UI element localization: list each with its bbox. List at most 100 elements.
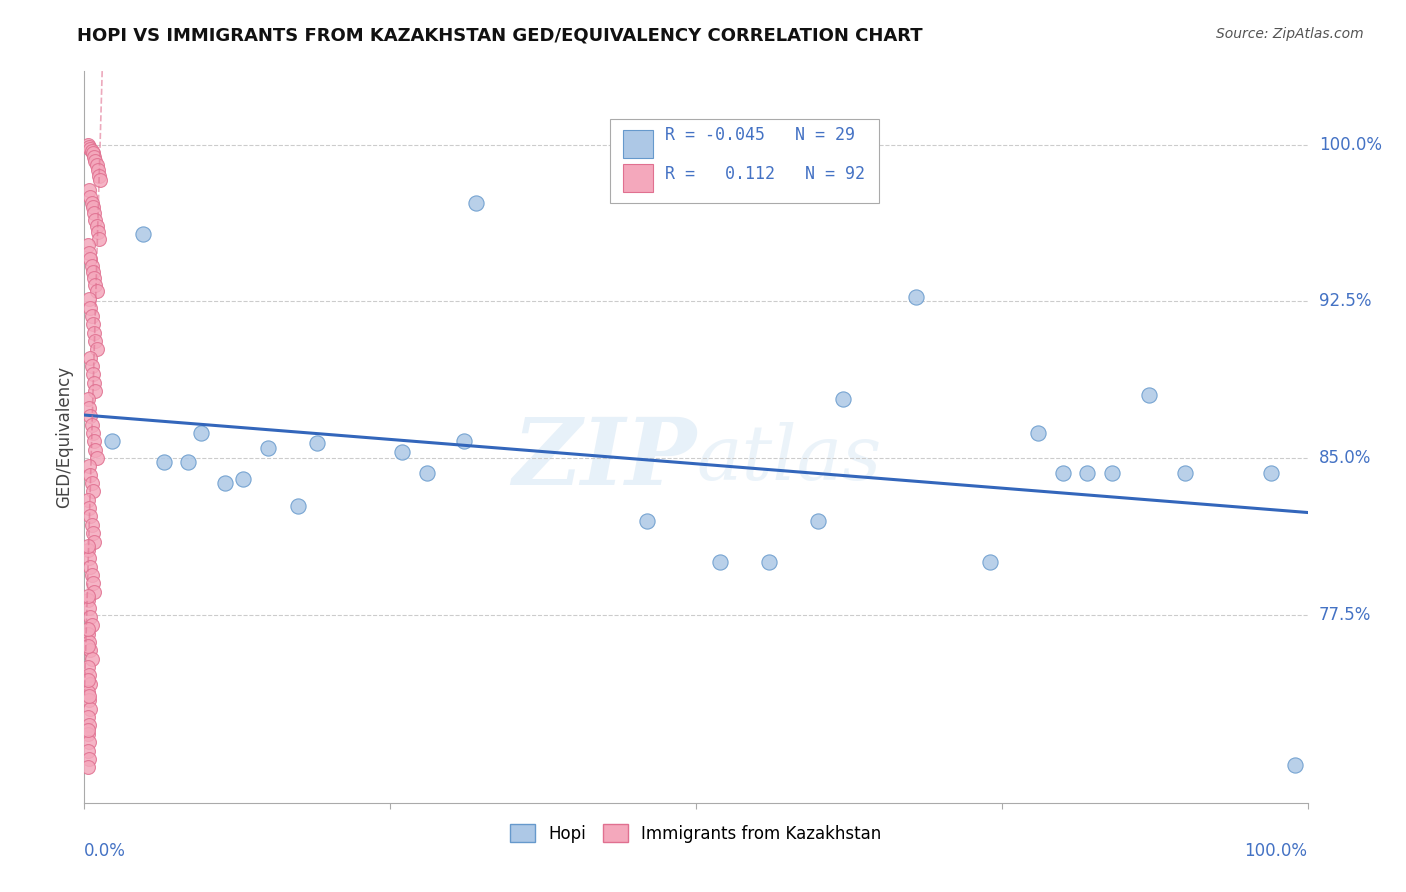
Point (77, 752, 100, 766)
Point (82, 484, 104, 499)
Point (80, 517, 103, 532)
Point (287, 499, 309, 513)
Point (77, 690, 100, 704)
Point (82, 368, 104, 382)
Point (86, 219, 108, 233)
Point (1284, 758, 1306, 772)
Legend: Hopi, Immigrants from Kazakhstan: Hopi, Immigrants from Kazakhstan (503, 818, 889, 849)
Point (305, 436, 328, 450)
Point (77, 539, 100, 553)
Point (77, 292, 100, 306)
Point (80, 417, 103, 432)
Text: R =   0.112   N = 92: R = 0.112 N = 92 (665, 165, 865, 183)
Point (416, 466, 439, 480)
Text: 100.0%: 100.0% (1244, 842, 1308, 860)
Point (80, 476, 103, 491)
Text: Source: ZipAtlas.com: Source: ZipAtlas.com (1216, 27, 1364, 41)
Point (79, 676, 101, 690)
Point (77, 639, 100, 653)
Point (82, 145, 104, 160)
Point (80, 359, 103, 373)
Point (83, 434, 105, 449)
Text: 92.5%: 92.5% (1319, 293, 1371, 310)
Point (1052, 466, 1074, 480)
Point (79, 559, 101, 574)
Point (83, 150, 105, 164)
Point (177, 455, 200, 469)
Point (77, 735, 100, 749)
Point (87, 169, 110, 183)
Point (82, 526, 104, 541)
Point (77, 246, 100, 260)
Point (79, 609, 101, 624)
Point (79, 509, 101, 524)
Point (1076, 466, 1098, 480)
Point (77, 593, 100, 607)
Point (190, 425, 212, 440)
Point (84, 277, 107, 292)
Point (77, 492, 100, 507)
Point (87, 162, 110, 177)
Point (101, 434, 124, 449)
Point (80, 259, 103, 273)
Point (86, 343, 108, 357)
Point (82, 317, 104, 331)
Point (831, 392, 853, 407)
Point (77, 137, 100, 152)
Point (77, 760, 100, 774)
Point (83, 376, 105, 390)
Point (80, 309, 103, 323)
Point (77, 743, 100, 757)
Point (77, 623, 100, 637)
Point (80, 144, 103, 158)
Text: 85.0%: 85.0% (1319, 449, 1371, 467)
Point (82, 576, 104, 591)
FancyBboxPatch shape (623, 130, 654, 158)
Point (77, 184, 100, 198)
Point (84, 212, 107, 227)
Point (80, 568, 103, 582)
Text: 0.0%: 0.0% (84, 842, 127, 860)
Point (77, 459, 100, 474)
Point (84, 154, 107, 169)
Point (77, 626, 100, 640)
FancyBboxPatch shape (610, 119, 880, 203)
Point (84, 384, 107, 398)
Point (77, 693, 100, 707)
Point (1174, 466, 1197, 480)
Point (1028, 425, 1050, 440)
Point (807, 514, 830, 528)
Point (709, 556, 731, 570)
Point (86, 158, 108, 172)
Point (464, 196, 486, 211)
Point (77, 660, 100, 674)
Point (1137, 388, 1160, 402)
Text: 77.5%: 77.5% (1319, 606, 1371, 624)
Point (79, 252, 101, 267)
Point (153, 455, 176, 469)
Point (82, 200, 104, 214)
Text: atlas: atlas (696, 422, 882, 496)
Point (77, 635, 100, 649)
Point (79, 301, 101, 315)
Point (79, 467, 101, 482)
Point (77, 501, 100, 516)
Point (77, 685, 100, 699)
Point (87, 225, 110, 239)
Point (84, 442, 107, 457)
Point (83, 584, 105, 599)
Point (905, 290, 928, 304)
Point (77, 139, 100, 153)
Point (77, 392, 100, 407)
Point (1101, 466, 1123, 480)
Point (257, 441, 280, 455)
Point (79, 702, 101, 716)
Point (83, 534, 105, 549)
Point (1260, 466, 1282, 480)
Point (83, 206, 105, 220)
Point (83, 271, 105, 285)
Point (636, 514, 658, 528)
Point (79, 643, 101, 657)
Point (82, 265, 104, 279)
Text: R = -0.045   N = 29: R = -0.045 N = 29 (665, 126, 855, 144)
